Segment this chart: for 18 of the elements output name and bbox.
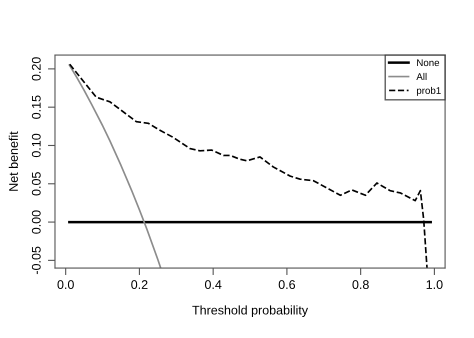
y-tick-label: 0.20 — [32, 57, 41, 81]
y-tick-label: 0.15 — [32, 96, 41, 119]
y-tick-label: 0.00 — [32, 210, 41, 234]
x-tick-label: 0.6 — [278, 280, 296, 290]
legend-label: All — [416, 72, 426, 80]
x-axis-title: Threshold probability — [192, 305, 308, 318]
line-series — [68, 64, 162, 268]
y-tick-label: -0.05 — [32, 246, 41, 274]
x-tick-label: 1.0 — [426, 280, 443, 290]
x-tick-label: 0.8 — [352, 280, 369, 290]
y-tick-label: 0.10 — [32, 134, 41, 158]
legend-label: prob1 — [416, 86, 441, 96]
x-tick-label: 0.0 — [57, 280, 74, 290]
x-tick-label: 0.4 — [204, 280, 222, 290]
legend-label: None — [417, 59, 440, 66]
x-tick-label: 0.2 — [131, 280, 148, 290]
y-tick-label: 0.05 — [32, 172, 41, 196]
y-axis-title: Net benefit — [8, 131, 18, 191]
